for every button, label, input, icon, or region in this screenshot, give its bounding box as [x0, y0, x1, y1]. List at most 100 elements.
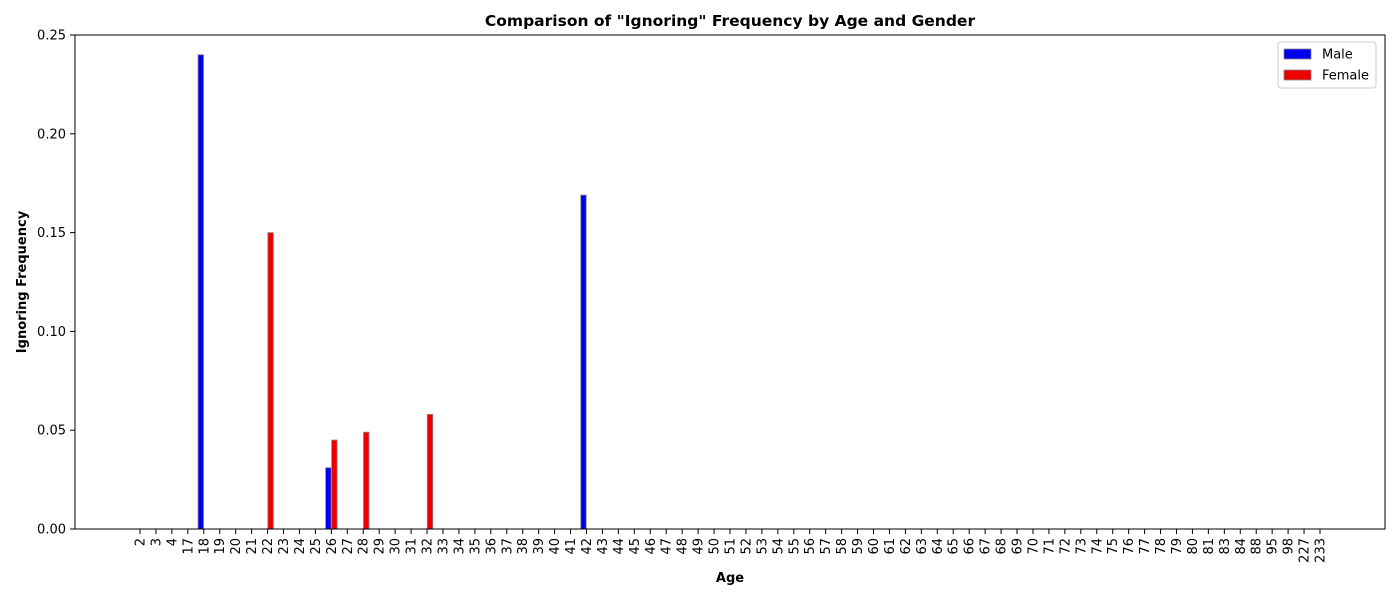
x-tick-label: 77: [1138, 538, 1153, 555]
x-tick-label: 67: [979, 538, 994, 555]
x-tick-label: 17: [181, 538, 196, 555]
x-tick-label: 71: [1042, 538, 1057, 555]
x-tick-label: 41: [564, 538, 579, 555]
x-tick-label: 79: [1170, 538, 1185, 555]
x-tick-label: 62: [899, 538, 914, 555]
x-tick-label: 48: [676, 538, 691, 555]
legend-label-female: Female: [1322, 69, 1369, 84]
x-tick-label: 75: [1106, 538, 1121, 555]
x-tick-label: 38: [516, 538, 531, 555]
x-tick-label: 52: [739, 538, 754, 555]
x-tick-label: 61: [883, 538, 898, 555]
x-tick-label: 39: [532, 538, 547, 555]
x-tick-label: 49: [692, 538, 707, 555]
x-tick-label: 63: [915, 538, 930, 555]
x-tick-label: 78: [1154, 538, 1169, 555]
x-tick-label: 98: [1282, 538, 1297, 555]
x-tick-label: 27: [341, 538, 356, 555]
x-tick-label: 65: [947, 538, 962, 555]
x-tick-label: 59: [851, 538, 866, 555]
x-tick-label: 45: [628, 538, 643, 555]
x-tick-label: 84: [1234, 538, 1249, 555]
x-tick-label: 88: [1250, 538, 1265, 555]
x-tick-label: 66: [963, 538, 978, 555]
x-tick-label: 43: [596, 538, 611, 555]
x-tick-label: 36: [484, 538, 499, 555]
x-tick-label: 26: [325, 538, 340, 555]
bar-female-32: [426, 413, 434, 530]
x-tick-label: 54: [771, 538, 786, 555]
x-tick-label: 56: [803, 538, 818, 555]
x-tick-label: 233: [1314, 538, 1329, 563]
legend-swatch-female: [1283, 69, 1312, 81]
x-tick-label: 81: [1202, 538, 1217, 555]
x-tick-label: 80: [1186, 538, 1201, 555]
x-tick-label: 33: [436, 538, 451, 555]
x-tick-label: 47: [660, 538, 675, 555]
legend: Male Female: [1277, 41, 1377, 89]
bar-female-28: [363, 431, 370, 530]
x-tick-label: 64: [931, 538, 946, 555]
x-tick-label: 72: [1058, 538, 1073, 555]
legend-label-male: Male: [1322, 48, 1353, 63]
y-tick-label: 0.25: [37, 29, 66, 44]
x-tick-label: 25: [309, 538, 324, 555]
bar-male-26: [325, 467, 332, 530]
x-tick-label: 69: [1011, 538, 1026, 555]
x-tick-label: 20: [229, 538, 244, 555]
x-tick-label: 58: [835, 538, 850, 555]
x-tick-label: 73: [1074, 538, 1089, 555]
x-tick-label: 57: [819, 538, 834, 555]
bar-female-22: [267, 232, 274, 530]
plot-area: [197, 54, 587, 530]
bar-female-26: [331, 439, 338, 530]
y-axis-label: Ignoring Frequency: [15, 210, 30, 353]
x-tick-label: 50: [708, 538, 723, 555]
x-tick-label: 83: [1218, 538, 1233, 555]
x-tick-label: 23: [277, 538, 292, 555]
x-tick-label: 95: [1266, 538, 1281, 555]
x-tick-label: 55: [787, 538, 802, 555]
y-axis: 0.00 0.05 0.10 0.15 0.20 0.25: [37, 29, 75, 538]
x-tick-label: 34: [452, 538, 467, 555]
x-tick-label: 32: [421, 538, 436, 555]
x-tick-label: 40: [548, 538, 563, 555]
x-tick-label: 31: [405, 538, 420, 555]
x-tick-label: 76: [1122, 538, 1137, 555]
legend-swatch-male: [1283, 48, 1312, 60]
x-tick-label: 21: [245, 538, 260, 555]
bar-male-42: [580, 194, 587, 530]
x-axis: 2 3 4 17 18 19 20 21 22 23 24 25 26 27 28 29 30 31 32 33 34 3…: [134, 529, 1329, 563]
x-tick-label: 37: [500, 538, 515, 555]
x-tick-label: 29: [373, 538, 388, 555]
x-tick-label: 30: [389, 538, 404, 555]
y-tick-label: 0.15: [37, 226, 66, 241]
x-tick-label: 70: [1026, 538, 1041, 555]
y-tick-label: 0.00: [37, 523, 66, 538]
x-tick-label: 3: [149, 538, 164, 546]
x-tick-label: 51: [724, 538, 739, 555]
x-tick-label: 74: [1090, 538, 1105, 555]
x-tick-label: 22: [261, 538, 276, 555]
x-tick-label: 4: [165, 538, 180, 546]
x-tick-label: 24: [293, 538, 308, 555]
x-tick-label: 19: [213, 538, 228, 555]
x-tick-label: 18: [197, 538, 212, 555]
x-tick-label: 42: [580, 538, 595, 555]
x-tick-label: 53: [755, 538, 770, 555]
x-axis-label: Age: [716, 571, 744, 586]
y-tick-label: 0.05: [37, 424, 66, 439]
x-tick-label: 227: [1298, 538, 1313, 563]
x-tick-label: 35: [468, 538, 483, 555]
y-tick-label: 0.20: [37, 127, 66, 142]
y-tick-label: 0.10: [37, 325, 66, 340]
x-tick-label: 60: [867, 538, 882, 555]
bar-male-18: [197, 54, 204, 530]
x-tick-label: 44: [612, 538, 627, 555]
chart-title: Comparison of "Ignoring" Frequency by Ag…: [485, 12, 976, 30]
x-tick-label: 46: [644, 538, 659, 555]
x-tick-label: 2: [134, 538, 149, 546]
x-tick-label: 28: [357, 538, 372, 555]
x-tick-label: 68: [995, 538, 1010, 555]
